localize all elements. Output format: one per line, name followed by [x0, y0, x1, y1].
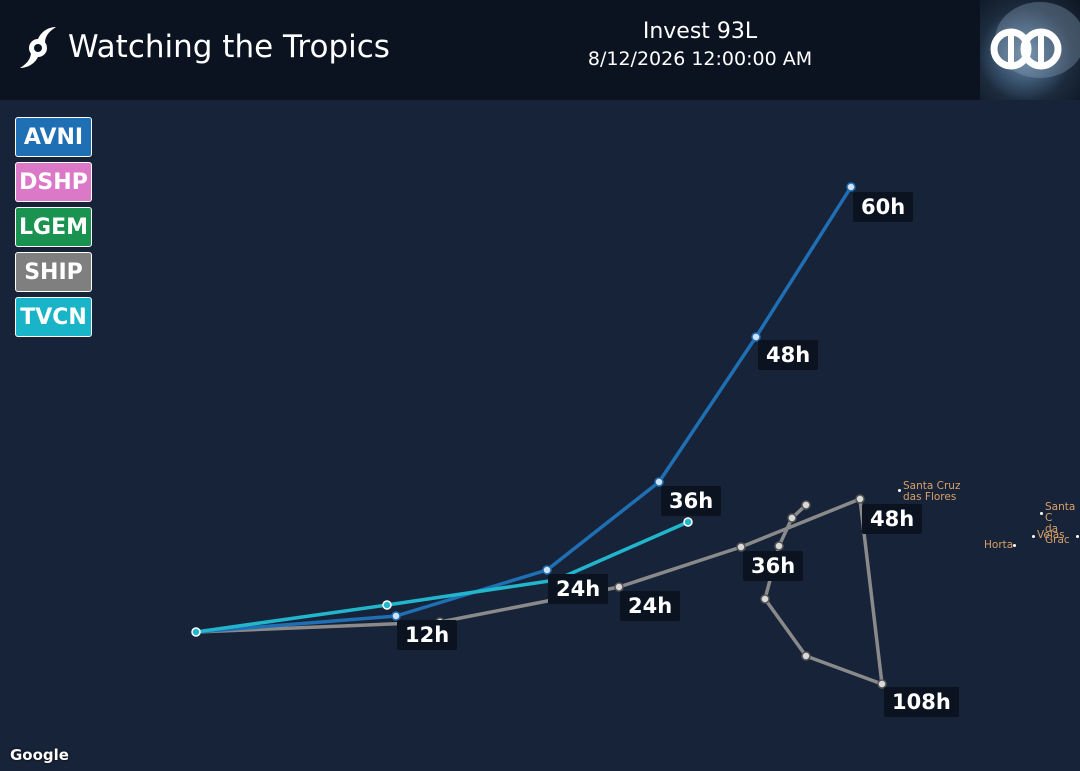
ship-point[interactable] — [855, 494, 865, 504]
time-label-ship-108h: 108h — [884, 687, 959, 717]
ship-point[interactable] — [877, 679, 887, 689]
track-tvcn[interactable] — [195, 520, 689, 634]
ship-point[interactable] — [787, 513, 797, 523]
avni-point[interactable] — [846, 182, 856, 192]
avni-point[interactable] — [391, 611, 401, 621]
legend-avni-button[interactable]: AVNI — [15, 117, 92, 157]
hurricane-icon — [20, 27, 56, 68]
ship-point[interactable] — [801, 651, 811, 661]
avni-point[interactable] — [654, 477, 664, 487]
time-label-avni-48h: 48h — [758, 340, 819, 370]
place-horta[interactable]: Horta — [984, 539, 1014, 551]
place-dot-velas — [1032, 535, 1035, 538]
map-canvas[interactable] — [0, 100, 1080, 771]
brand-logo[interactable] — [980, 0, 1080, 100]
app-title: Watching the Tropics — [68, 29, 390, 65]
storm-name: Invest 93L — [642, 19, 758, 44]
time-label-avni-60h: 60h — [853, 192, 914, 222]
ship-point[interactable] — [736, 542, 746, 552]
avni-point[interactable] — [751, 332, 761, 342]
place-dot-horta — [1013, 544, 1016, 547]
legend-ship-button[interactable]: SHIP — [15, 252, 92, 292]
time-label-ship-24h: 24h — [620, 591, 681, 621]
model-legend: AVNI DSHP LGEM SHIP TVCN — [15, 117, 92, 342]
place-velas[interactable]: Velas — [1037, 529, 1065, 541]
legend-dshp-button[interactable]: DSHP — [15, 162, 92, 202]
time-label-avni-24h: 24h — [548, 574, 609, 604]
tvcn-point[interactable] — [382, 600, 392, 610]
track-ship[interactable] — [195, 497, 884, 686]
map-attribution[interactable]: Google — [10, 746, 69, 764]
storm-info: Invest 93L 8/12/2026 12:00:00 AM — [560, 18, 840, 72]
place-dot-santa-c — [1040, 512, 1043, 515]
time-label-ship-12h: 12h — [397, 620, 458, 650]
ship-point[interactable] — [801, 500, 811, 510]
ship-point[interactable] — [774, 541, 784, 551]
legend-lgem-button[interactable]: LGEM — [15, 207, 92, 247]
header-bar: Watching the Tropics Invest 93L 8/12/202… — [0, 0, 1080, 100]
place-dot-extra — [1076, 535, 1079, 538]
avni-point[interactable] — [542, 565, 552, 575]
storm-time: 8/12/2026 12:00:00 AM — [587, 48, 813, 70]
time-label-ship-48h: 48h — [862, 504, 923, 534]
ship-point[interactable] — [614, 582, 624, 592]
brand[interactable]: Watching the Tropics — [18, 24, 390, 70]
track-origin-point[interactable] — [191, 627, 201, 637]
ship-point[interactable] — [760, 594, 770, 604]
track-avni[interactable] — [195, 186, 853, 634]
legend-tvcn-button[interactable]: TVCN — [15, 297, 92, 337]
dd-logo-icon — [990, 2, 1080, 78]
time-label-ship-36h: 36h — [743, 551, 804, 581]
place-santa-cruz-das-flores[interactable]: Santa Cruz das Flores — [903, 480, 961, 503]
place-dot-santa-cruz — [898, 489, 901, 492]
place-santa-c-da-grac[interactable]: Santa C da Grac — [1045, 501, 1076, 546]
tvcn-point[interactable] — [683, 517, 693, 527]
time-label-avni-36h: 36h — [661, 486, 722, 516]
